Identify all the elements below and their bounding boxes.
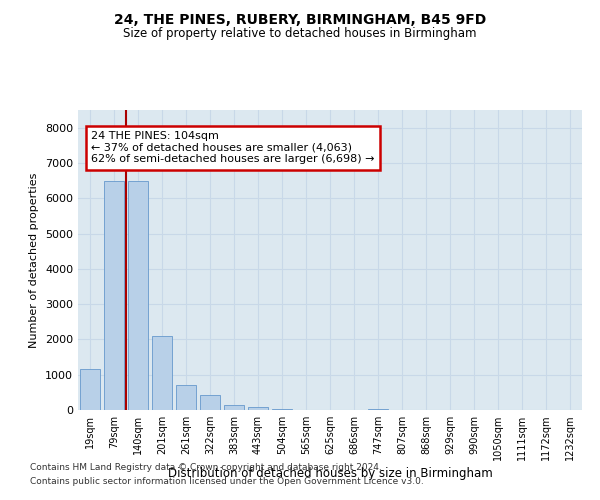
Bar bbox=[224, 404, 244, 410]
Text: Contains HM Land Registry data © Crown copyright and database right 2024.: Contains HM Land Registry data © Crown c… bbox=[30, 464, 382, 472]
Text: Contains public sector information licensed under the Open Government Licence v3: Contains public sector information licen… bbox=[30, 477, 424, 486]
Bar bbox=[248, 407, 268, 410]
Bar bbox=[80, 370, 100, 410]
Bar bbox=[104, 180, 124, 410]
Text: 24 THE PINES: 104sqm
← 37% of detached houses are smaller (4,063)
62% of semi-de: 24 THE PINES: 104sqm ← 37% of detached h… bbox=[91, 131, 374, 164]
Y-axis label: Number of detached properties: Number of detached properties bbox=[29, 172, 40, 348]
Bar bbox=[200, 395, 220, 410]
Bar bbox=[272, 409, 292, 410]
X-axis label: Distribution of detached houses by size in Birmingham: Distribution of detached houses by size … bbox=[167, 468, 493, 480]
Text: 24, THE PINES, RUBERY, BIRMINGHAM, B45 9FD: 24, THE PINES, RUBERY, BIRMINGHAM, B45 9… bbox=[114, 12, 486, 26]
Bar bbox=[128, 180, 148, 410]
Bar bbox=[152, 336, 172, 410]
Bar bbox=[368, 409, 388, 410]
Bar bbox=[176, 386, 196, 410]
Text: Size of property relative to detached houses in Birmingham: Size of property relative to detached ho… bbox=[123, 28, 477, 40]
